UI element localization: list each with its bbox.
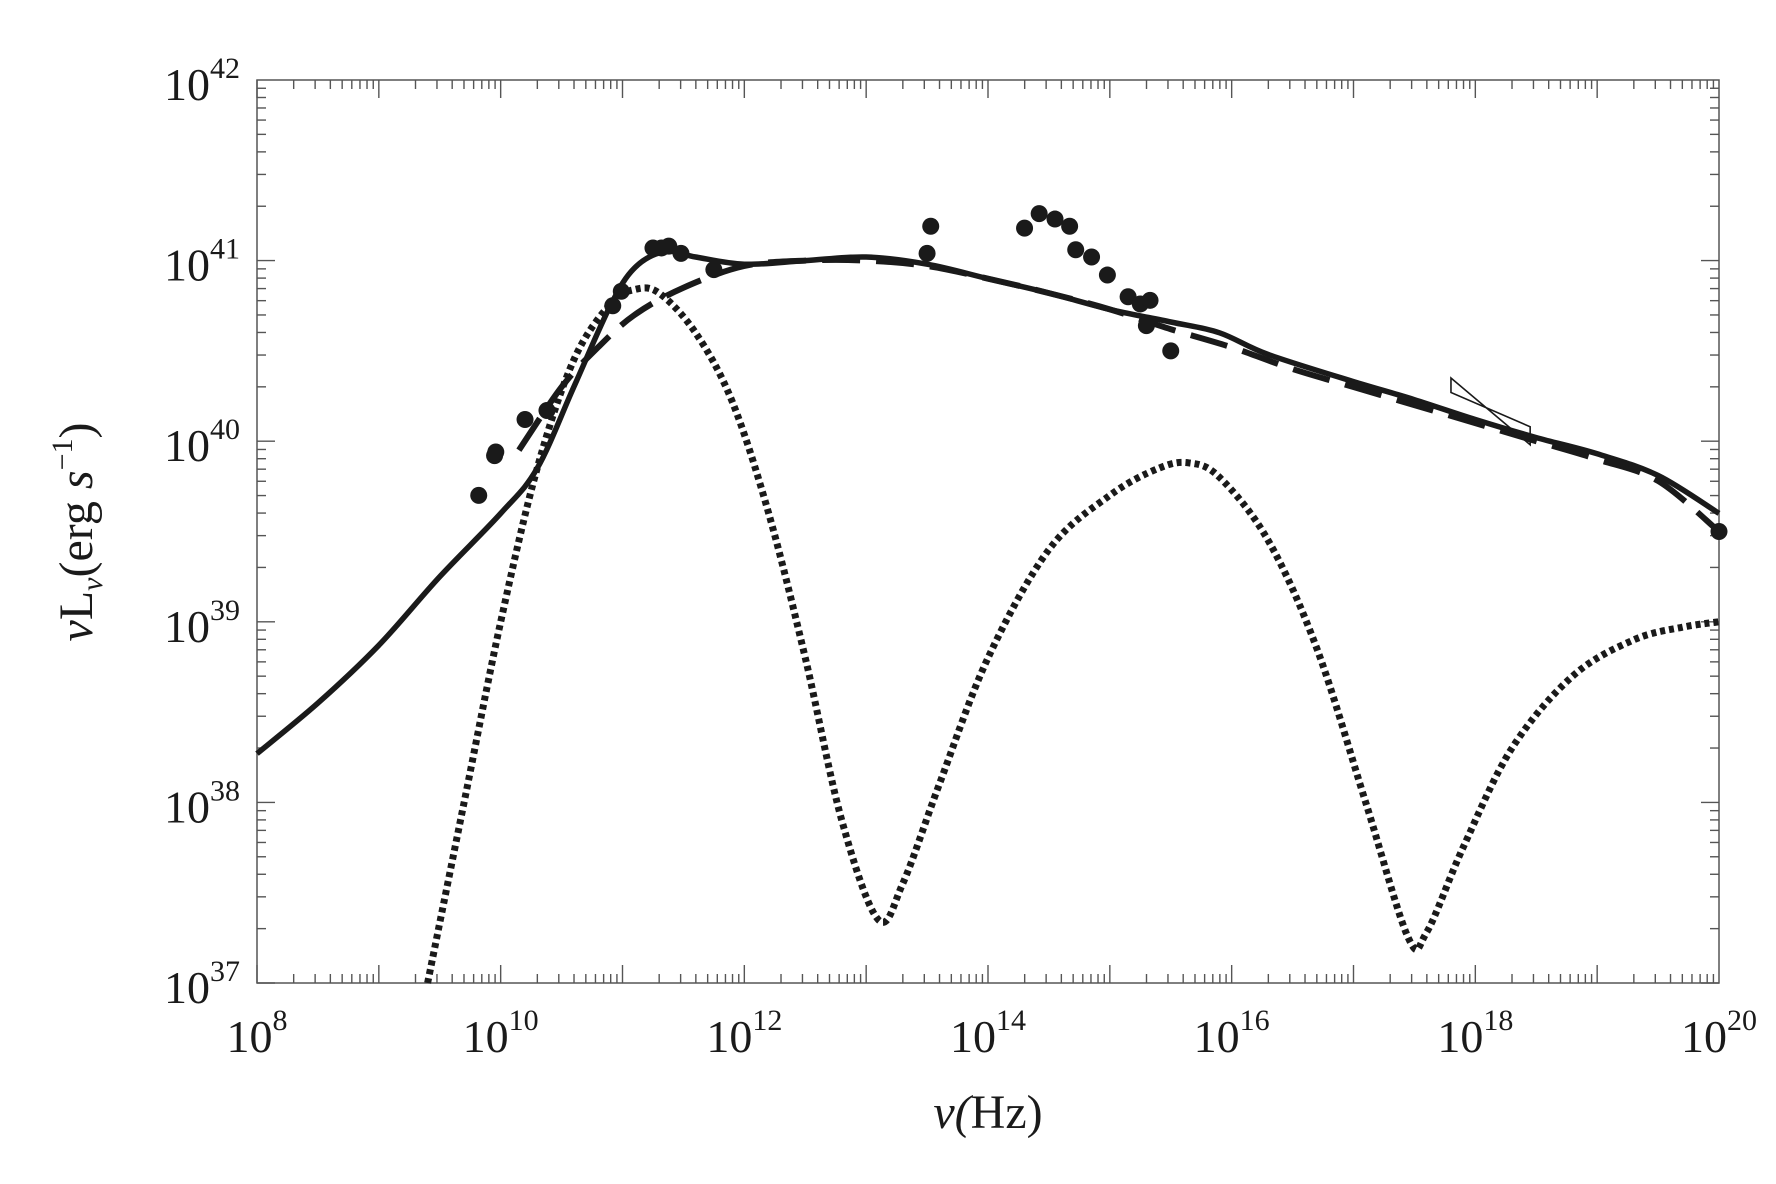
observation-point bbox=[1067, 241, 1085, 259]
y-axis-label-sub: ν bbox=[76, 577, 109, 591]
observation-points bbox=[470, 205, 1728, 540]
x-tick-exp: 16 bbox=[1240, 1004, 1270, 1037]
observation-point bbox=[516, 411, 534, 429]
x-tick-exp: 18 bbox=[1483, 1004, 1513, 1037]
x-tick-base: 10 bbox=[1437, 1011, 1483, 1062]
y-axis-label-L: L bbox=[50, 591, 103, 620]
observation-point bbox=[1137, 317, 1155, 335]
y-tick-exp: 42 bbox=[210, 52, 240, 85]
x-tick-exp: 20 bbox=[1727, 1004, 1757, 1037]
x-tick-base: 10 bbox=[227, 1011, 273, 1062]
y-tick-base: 10 bbox=[164, 59, 210, 110]
observation-point bbox=[672, 244, 690, 262]
y-axis-label: νLν(erg s−1) bbox=[46, 423, 109, 642]
x-tick-label: 108 bbox=[227, 1004, 288, 1062]
bow-tie-annotation bbox=[1450, 376, 1531, 447]
y-tick-exp: 39 bbox=[210, 594, 240, 627]
observation-point bbox=[1046, 210, 1064, 228]
observation-point bbox=[1710, 523, 1728, 540]
observation-point bbox=[1098, 266, 1116, 284]
y-tick-label: 1040 bbox=[164, 413, 240, 471]
x-axis-label-pre: ν( bbox=[933, 1086, 973, 1139]
observation-point bbox=[612, 282, 630, 300]
x-tick-base: 10 bbox=[706, 1011, 752, 1062]
x-tick-label: 1012 bbox=[706, 1004, 782, 1062]
x-tick-exp: 14 bbox=[996, 1004, 1026, 1037]
bow-tie-shape bbox=[1450, 376, 1531, 447]
x-tick-labels: 108 1010 1012 1014 1016 1018 1020 bbox=[227, 1004, 1758, 1062]
y-tick-base: 10 bbox=[164, 420, 210, 471]
observation-point bbox=[1141, 291, 1159, 309]
y-tick-label: 1041 bbox=[164, 233, 240, 291]
observation-point bbox=[918, 244, 936, 262]
x-tick-base: 10 bbox=[1681, 1011, 1727, 1062]
observation-point bbox=[922, 217, 940, 235]
x-tick-base: 10 bbox=[950, 1011, 996, 1062]
observation-point bbox=[1030, 205, 1048, 223]
y-axis-label-close: ) bbox=[50, 423, 103, 439]
y-tick-exp: 40 bbox=[210, 413, 240, 446]
x-tick-exp: 12 bbox=[752, 1004, 782, 1037]
x-tick-label: 1018 bbox=[1437, 1004, 1513, 1062]
y-tick-label: 1037 bbox=[164, 955, 240, 1013]
series-dotted-line bbox=[424, 284, 1720, 984]
model-curves bbox=[255, 248, 1721, 984]
x-tick-label: 1010 bbox=[463, 1004, 539, 1062]
observation-point bbox=[538, 401, 556, 419]
observation-point bbox=[487, 443, 505, 461]
y-tick-exp: 38 bbox=[210, 774, 240, 807]
y-tick-exp: 37 bbox=[210, 955, 240, 988]
x-tick-label: 1016 bbox=[1194, 1004, 1270, 1062]
y-tick-label: 1039 bbox=[164, 594, 240, 652]
series-solid-line bbox=[255, 248, 1721, 756]
y-axis-label-open: (erg bbox=[50, 489, 103, 577]
observation-point bbox=[1016, 219, 1034, 237]
observation-point bbox=[705, 261, 723, 279]
y-axis-label-s: s bbox=[50, 470, 103, 489]
x-axis-label-unit: Hz bbox=[971, 1086, 1027, 1139]
x-tick-label: 1020 bbox=[1681, 1004, 1757, 1062]
y-axis-label-exp: −1 bbox=[46, 439, 79, 471]
y-tick-base: 10 bbox=[164, 962, 210, 1013]
y-tick-base: 10 bbox=[164, 240, 210, 291]
x-tick-base: 10 bbox=[463, 1011, 509, 1062]
y-axis-label-nu: ν bbox=[50, 619, 103, 641]
tick-marks bbox=[256, 80, 1719, 984]
x-tick-label: 1014 bbox=[950, 1004, 1026, 1062]
observation-point bbox=[1162, 342, 1180, 360]
plot-frame bbox=[256, 79, 1720, 984]
series-dashed-line bbox=[516, 256, 1721, 534]
observation-point bbox=[604, 297, 622, 315]
x-tick-base: 10 bbox=[1194, 1011, 1240, 1062]
observation-point bbox=[470, 486, 488, 504]
observation-point bbox=[1061, 217, 1079, 235]
x-axis-label: ν(Hz) bbox=[933, 1086, 1042, 1139]
x-axis-label-post: ) bbox=[1027, 1086, 1043, 1139]
x-tick-exp: 10 bbox=[509, 1004, 539, 1037]
y-tick-base: 10 bbox=[164, 601, 210, 652]
y-tick-label: 1038 bbox=[164, 774, 240, 832]
y-tick-exp: 41 bbox=[210, 233, 240, 266]
x-tick-exp: 8 bbox=[273, 1004, 288, 1037]
y-tick-base: 10 bbox=[164, 781, 210, 832]
y-tick-label: 1042 bbox=[164, 52, 240, 110]
observation-point bbox=[1083, 248, 1101, 266]
